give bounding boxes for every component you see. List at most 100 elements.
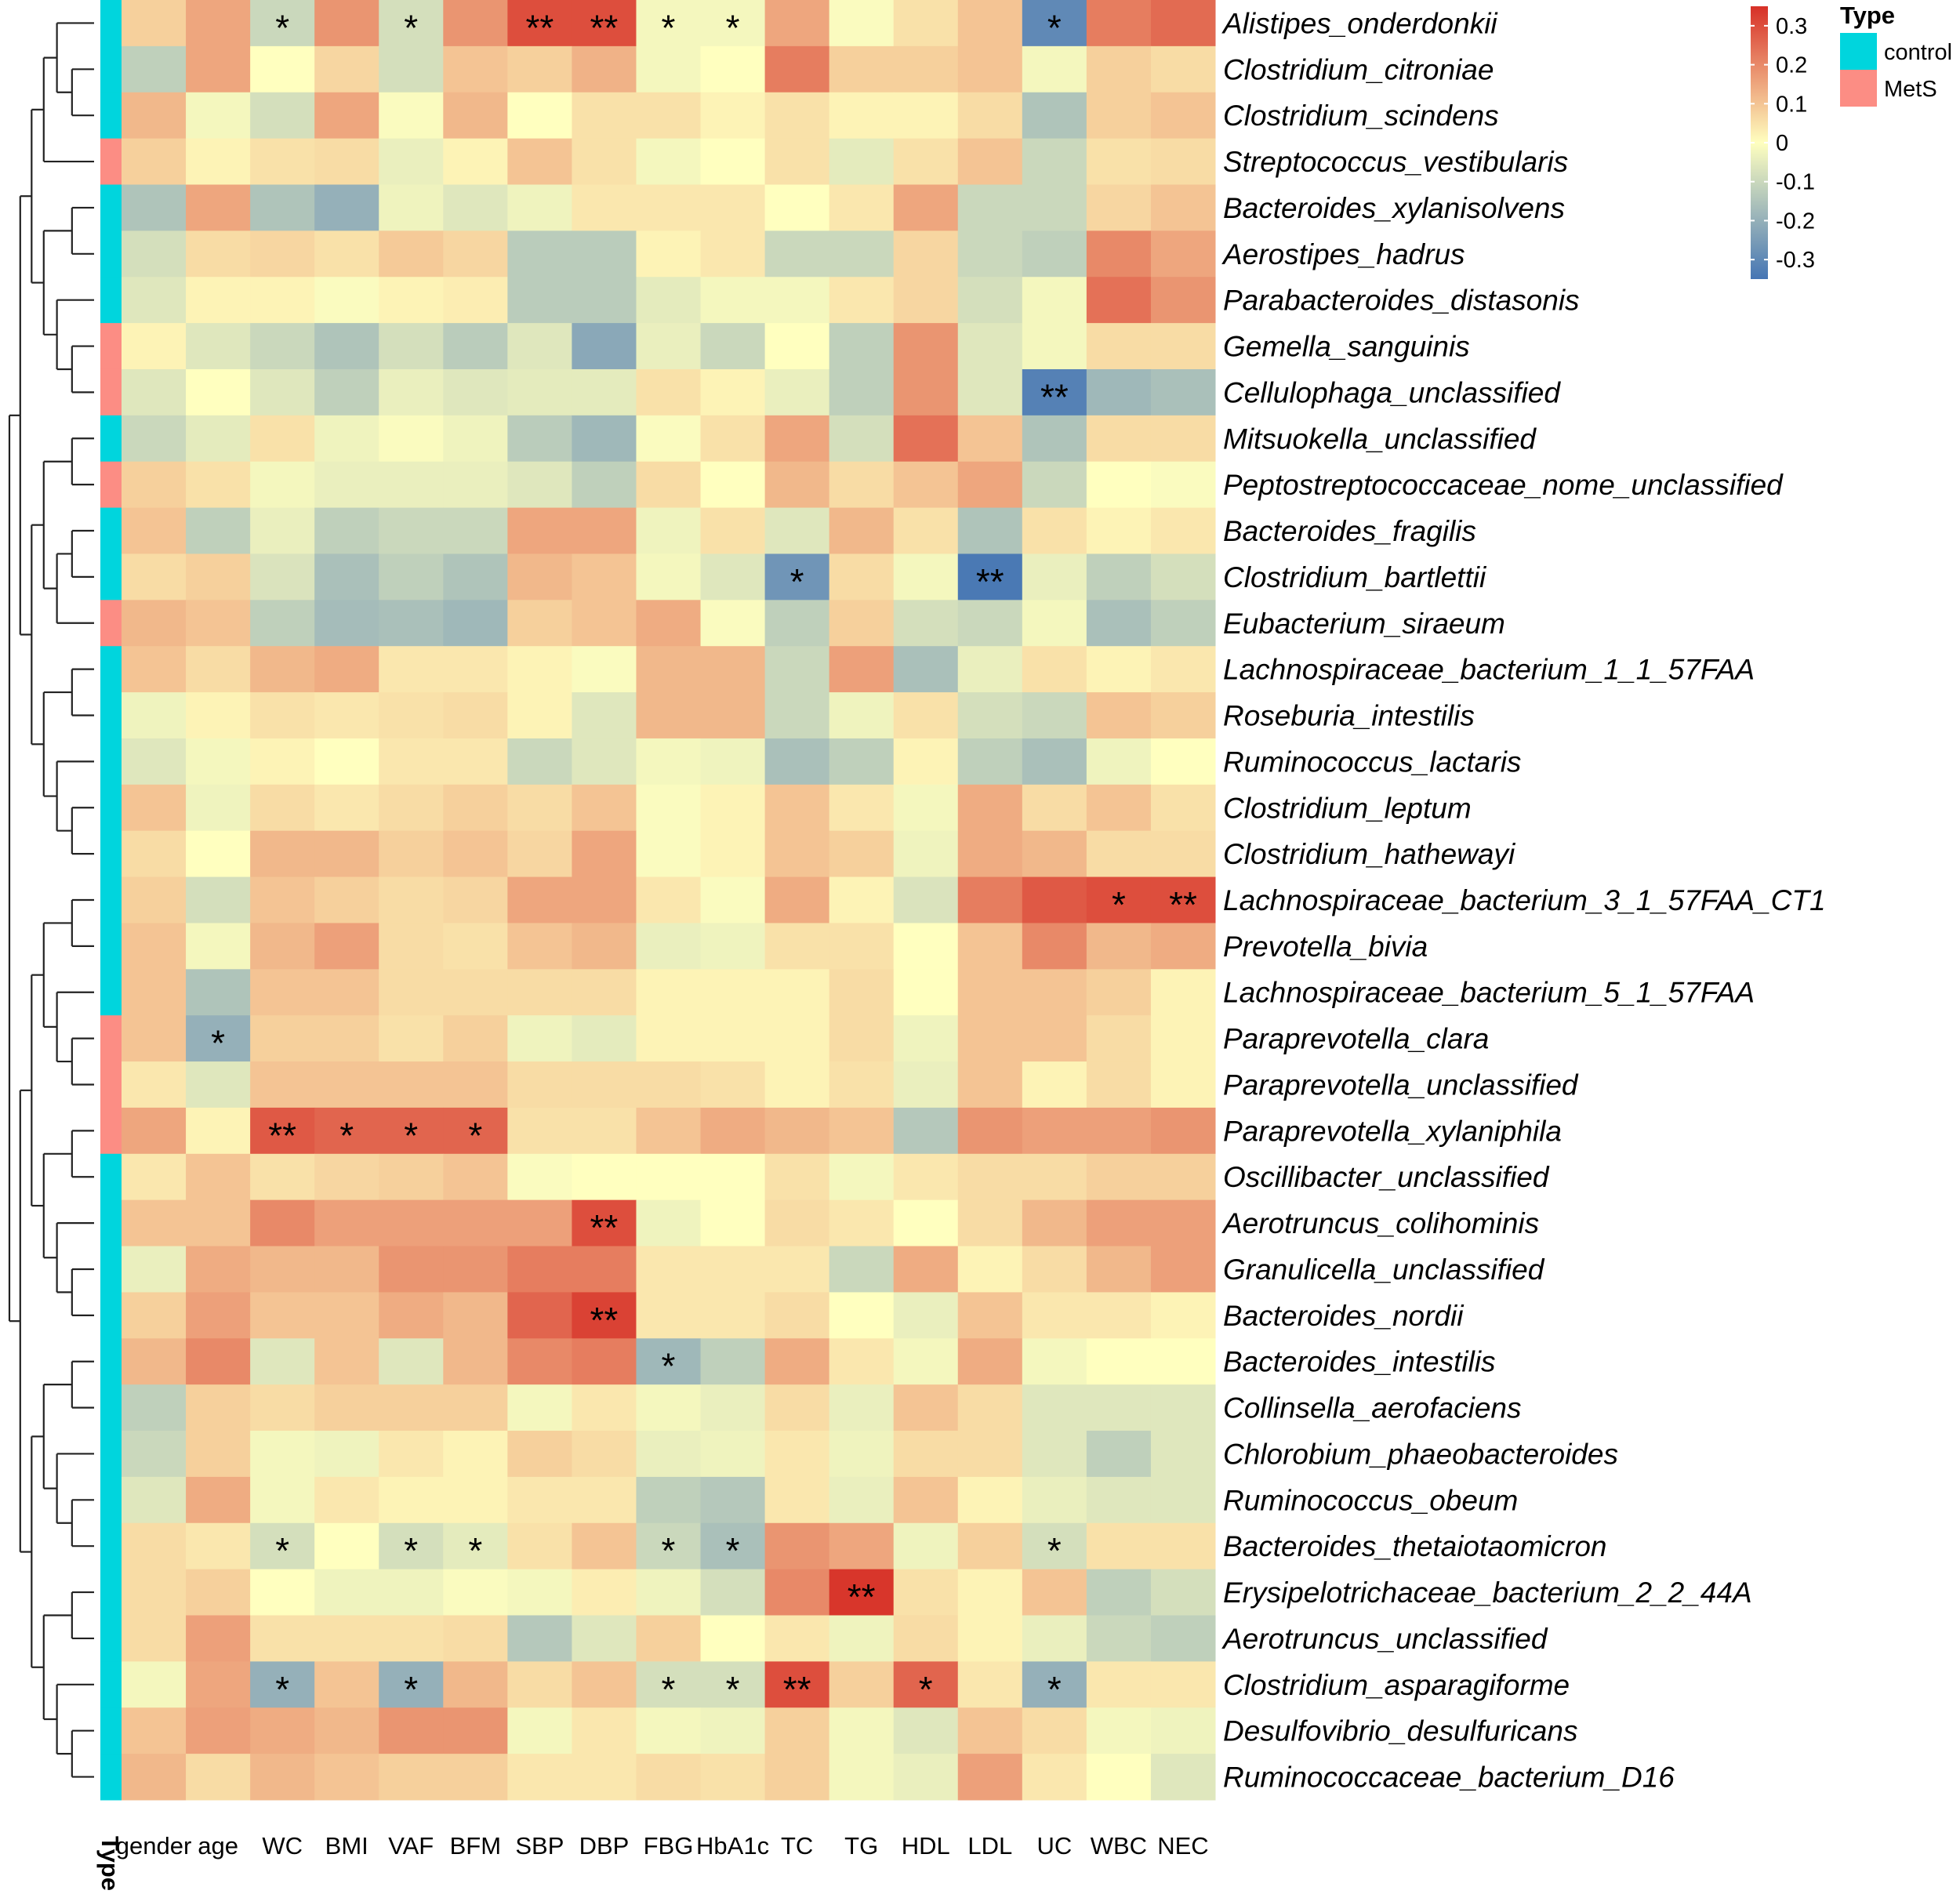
heatmap-cell [250,45,315,93]
heatmap-cell [314,738,379,786]
significance-star: ** [590,7,619,48]
heatmap-cell [700,184,766,231]
type-bar-label: Type [96,1836,124,1891]
heatmap-cell [700,230,766,278]
heatmap-cell [1022,830,1087,878]
heatmap-cell [700,1615,766,1662]
heatmap-cell [1086,1754,1152,1801]
heatmap-cell [572,1707,637,1754]
heatmap-cell [1086,1384,1152,1431]
heatmap-cell [507,323,572,370]
heatmap-cell [122,692,187,739]
heatmap-cell [250,1199,315,1247]
heatmap-cell [1022,876,1087,923]
heatmap-cell [893,0,959,47]
heatmap-cell [443,277,508,324]
heatmap-cell [122,1476,187,1524]
heatmap-cell [250,1061,315,1108]
heatmap-cell [379,1153,444,1201]
heatmap-cell [314,1015,379,1062]
heatmap-cell [957,323,1023,370]
heatmap-cell [764,1246,830,1293]
heatmap-cell [379,1476,444,1524]
significance-star: * [275,7,289,48]
heatmap-cell [1022,1338,1087,1385]
heatmap-cell [829,738,895,786]
heatmap-cell [443,138,508,185]
heatmap-cell [893,784,959,832]
significance-star: * [662,7,676,48]
heatmap-cell [122,1107,187,1155]
heatmap-cell [764,1661,830,1708]
heatmap-cell [636,876,702,923]
heatmap-cell [186,184,251,231]
heatmap-cell [1150,1754,1216,1801]
heatmap-cell [250,1661,315,1708]
heatmap-cell [893,1153,959,1201]
heatmap-cell [636,323,702,370]
heatmap-cell [1086,784,1152,832]
heatmap-cell [122,1199,187,1247]
heatmap-cell [636,692,702,739]
row-label: Erysipelotrichaceae_bacterium_2_2_44A [1223,1577,1752,1609]
heatmap-cell [1150,1153,1216,1201]
heatmap-cell [1086,1246,1152,1293]
heatmap-cell [1086,1522,1152,1570]
heatmap-cell [957,507,1023,554]
column-label: WC [262,1832,303,1860]
heatmap-cell [314,923,379,970]
heatmap-cell [1022,138,1087,185]
heatmap-cell [829,1246,895,1293]
colorbar-tick-label: 0 [1776,131,1788,156]
heatmap-cell [1150,92,1216,140]
heatmap-cell [1022,784,1087,832]
type-legend-swatch [1840,33,1877,70]
heatmap-cell [186,368,251,416]
type-cell [100,415,122,463]
significance-star: * [1047,1669,1062,1710]
heatmap-cell [1022,368,1087,416]
heatmap-cell [250,92,315,140]
heatmap-cell [829,1384,895,1431]
type-legend-label: control [1884,40,1952,65]
heatmap-cell [186,969,251,1016]
heatmap-cell [764,1569,830,1616]
heatmap-cell [572,1384,637,1431]
heatmap-cell [443,830,508,878]
heatmap-cell [507,923,572,970]
heatmap-cell [1150,368,1216,416]
heatmap-cell [507,830,572,878]
heatmap-cell [957,738,1023,786]
heatmap-cell [572,784,637,832]
heatmap-cell [829,1338,895,1385]
heatmap-cell [1022,1569,1087,1616]
type-cell [100,784,122,832]
heatmap-cell [636,1615,702,1662]
heatmap-cell [572,1338,637,1385]
type-annotation-bar [100,0,122,1801]
heatmap-cell [186,461,251,509]
heatmap-cell [957,784,1023,832]
heatmap-cell [700,1199,766,1247]
heatmap-cell [636,461,702,509]
heatmap-cell [572,1061,637,1108]
heatmap-cell [572,138,637,185]
heatmap-cell [829,692,895,739]
heatmap-cell [122,1338,187,1385]
heatmap-cell [636,1338,702,1385]
heatmap-cell [443,1153,508,1201]
heatmap-cell [700,1476,766,1524]
heatmap-cell [1086,1338,1152,1385]
heatmap-cell [314,1522,379,1570]
heatmap-cell [829,1615,895,1662]
heatmap-cell [1086,969,1152,1016]
heatmap-cell [379,738,444,786]
heatmap-cell [507,1061,572,1108]
row-label: Aerostipes_hadrus [1221,238,1465,270]
heatmap-cell [507,184,572,231]
heatmap-cell [1022,507,1087,554]
heatmap-cell [250,368,315,416]
heatmap-cell [122,1661,187,1708]
heatmap-cell [829,323,895,370]
heatmap-cell [443,1661,508,1708]
